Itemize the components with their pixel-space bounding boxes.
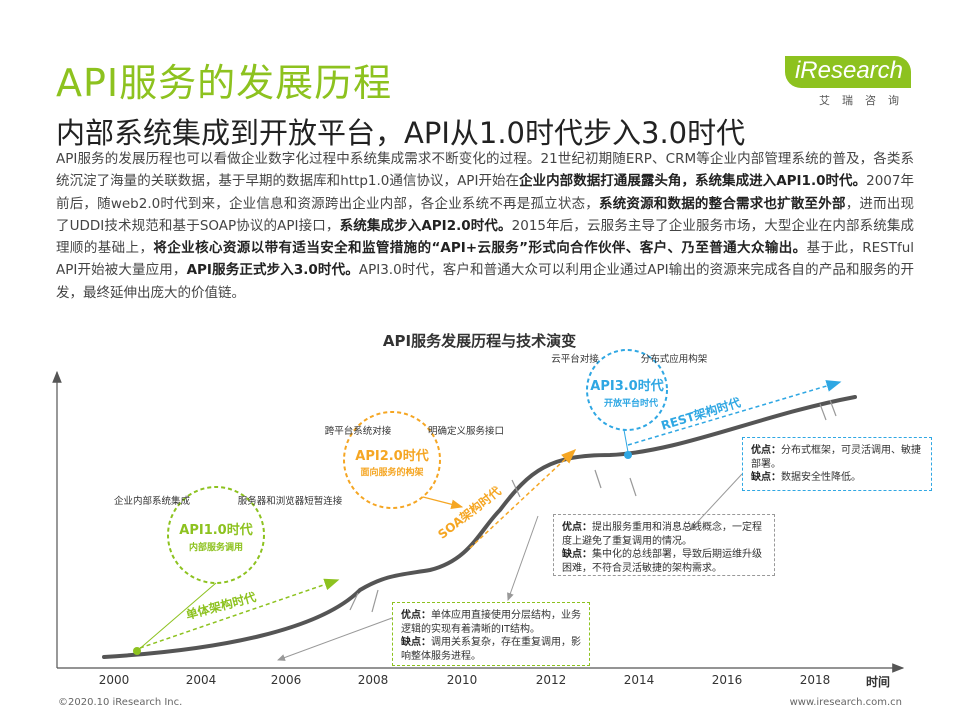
era2-link — [422, 496, 464, 509]
diagram-title: API服务发展历程与技术演变 — [382, 332, 577, 350]
year-label: 2008 — [358, 673, 389, 687]
pointer-note1 — [277, 617, 393, 661]
era1-dot — [133, 647, 141, 655]
era1-desc: 内部服务调用 — [189, 541, 243, 553]
rest-label: REST架构时代 — [659, 394, 742, 432]
era3-name: API3.0时代 — [590, 378, 663, 394]
era3-link — [623, 429, 629, 453]
intro-paragraph: API服务的发展历程也可以看做企业数字化过程中系统集成需求不断变化的过程。21世… — [56, 151, 915, 301]
soa-arrow — [469, 448, 577, 549]
mono-arrow — [139, 578, 340, 649]
tick4 — [594, 469, 602, 489]
footer-copyright: ©2020.10 iResearch Inc. — [58, 697, 183, 708]
year-label: 2004 — [186, 673, 217, 687]
year-label: 2010 — [447, 673, 478, 687]
mono-label: 单体架构时代 — [184, 589, 257, 622]
era3-dot — [624, 451, 632, 459]
era2-desc: 面向服务的构架 — [360, 466, 423, 478]
era3-right-label: 分布式应用构架 — [641, 353, 708, 365]
page-subtitle: 内部系统集成到开放平台，API从1.0时代步入3.0时代 — [56, 116, 746, 150]
era2-circle — [343, 411, 441, 509]
footer-website[interactable]: www.iresearch.com.cn — [789, 697, 902, 708]
era1-right-label: 服务器和浏览器短暂连接 — [238, 495, 343, 507]
x-tick-labels: 2000 2004 2006 2008 2010 2012 2014 2016 … — [99, 673, 831, 687]
year-label: 2014 — [624, 673, 655, 687]
year-label: 2000 — [99, 673, 130, 687]
pointer-note3 — [689, 473, 743, 531]
era1-link — [136, 582, 217, 652]
year-label: 2016 — [712, 673, 743, 687]
era3-left-label: 云平台对接 — [551, 353, 599, 365]
tick1 — [349, 592, 359, 611]
era1-circle — [167, 486, 265, 584]
era1-name: API1.0时代 — [179, 522, 252, 538]
pointer-note2 — [507, 515, 539, 601]
iresearch-logo: iResearch 艾瑞咨询 — [784, 56, 911, 108]
tick2 — [371, 589, 379, 613]
era1-left-label: 企业内部系统集成 — [114, 495, 191, 507]
note-monolith: 优点：单体应用直接使用分层结构，业务逻辑的实现有着清晰的IT结构。 缺点：调用关… — [392, 602, 590, 666]
era2-name: API2.0时代 — [355, 448, 428, 464]
era2-right-label: 明确定义服务接口 — [428, 425, 504, 437]
logo-brand: iResearch — [784, 56, 911, 88]
note-rest: 优点：分布式框架，可灵活调用、敏捷部署。 缺点：数据安全性降低。 — [742, 437, 932, 491]
year-label: 2006 — [271, 673, 302, 687]
tick5 — [629, 477, 637, 497]
tick7 — [829, 399, 837, 417]
rest-arrow — [627, 380, 842, 446]
logo-cn: 艾瑞咨询 — [819, 94, 911, 107]
tick6 — [819, 403, 827, 421]
era3-desc: 开放平台时代 — [604, 397, 658, 409]
note-soa: 优点：提出服务重用和消息总线概念，一定程度上避免了重复调用的情况。 缺点：集中化… — [553, 514, 775, 576]
evolution-curve — [102, 395, 857, 659]
year-label: 2012 — [536, 673, 567, 687]
era2-left-label: 跨平台系统对接 — [325, 425, 392, 437]
tick3 — [511, 479, 521, 498]
axis-label: 时间 — [866, 674, 890, 689]
soa-label: SOA架构时代 — [435, 483, 504, 541]
year-label: 2018 — [800, 673, 831, 687]
page-title: API服务的发展历程 — [56, 61, 393, 105]
era3-circle — [586, 349, 668, 431]
